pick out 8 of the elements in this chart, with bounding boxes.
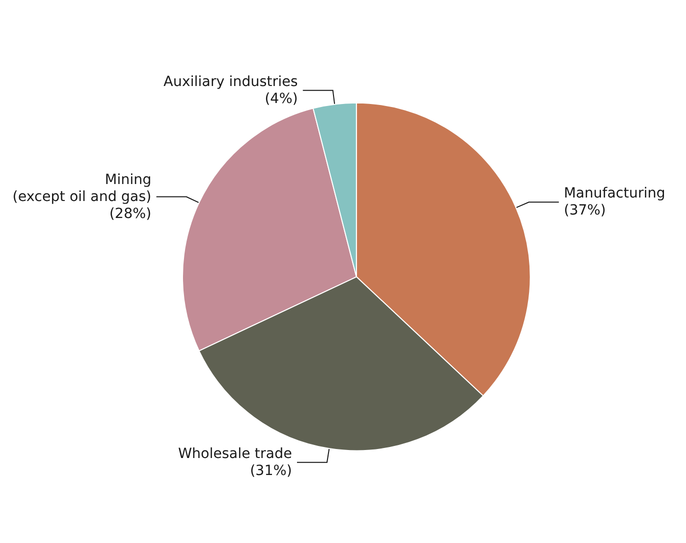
slice-label: Auxiliary industries xyxy=(164,74,298,90)
slice-label: Wholesale trade xyxy=(178,446,292,462)
data-label: (28%) xyxy=(109,206,152,222)
data-label: (31%) xyxy=(250,462,292,479)
slice-label: Manufacturing xyxy=(564,186,666,202)
slice-label: Mining (except oil and gas) xyxy=(12,172,152,205)
data-label: (37%) xyxy=(564,202,606,219)
data-label: (4%) xyxy=(264,90,298,107)
